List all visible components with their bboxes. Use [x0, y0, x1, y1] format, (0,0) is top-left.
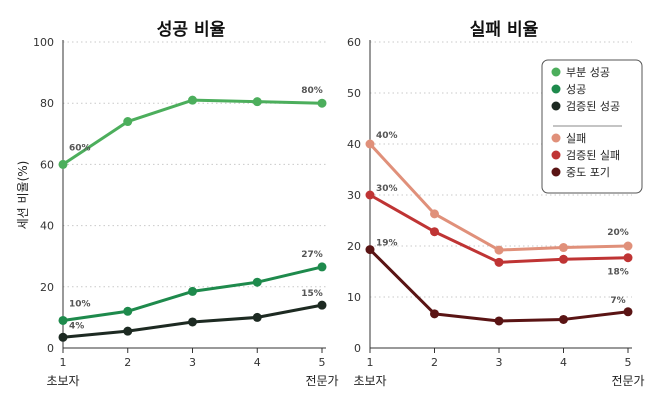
- data-label: 30%: [376, 184, 398, 194]
- left-x-end-label: 전문가: [305, 374, 338, 388]
- right-gridlines: [370, 41, 632, 298]
- x-tick-label: 4: [254, 356, 261, 369]
- data-label: 27%: [301, 250, 323, 260]
- success-chart-title: 성공 비율: [157, 20, 226, 40]
- data-point: [559, 254, 568, 264]
- data-point: [58, 315, 68, 325]
- right-axes: 0 10 20 30 40 50 60 1 2 3 4 5: [347, 36, 632, 369]
- failure-chart: 실패 비율 0 10 20 30 40 50 60 1 2 3 4 5 40% 20% 30% 18% 19%…: [347, 20, 645, 388]
- y-tick-label: 40: [40, 220, 54, 233]
- data-point: [317, 98, 327, 108]
- data-point: [365, 139, 375, 149]
- data-label: 10%: [69, 299, 91, 309]
- x-tick-label: 2: [124, 356, 131, 369]
- legend-label: 성공: [566, 83, 586, 96]
- data-point: [430, 227, 439, 237]
- y-tick-label: 20: [40, 281, 54, 294]
- y-tick-label: 40: [347, 138, 361, 151]
- y-tick-label: 20: [347, 240, 361, 253]
- legend-marker: [551, 150, 561, 160]
- data-point: [123, 326, 133, 336]
- x-tick-label: 5: [625, 356, 632, 369]
- left-plot-area: 60% 80% 10% 27% 4% 15%: [58, 86, 327, 342]
- y-tick-label: 60: [347, 36, 361, 49]
- y-tick-label: 0: [354, 342, 361, 355]
- data-point: [58, 332, 68, 342]
- data-point: [430, 309, 439, 319]
- data-point: [494, 257, 504, 267]
- right-plot-area: 40% 20% 30% 18% 19% 7%: [365, 131, 633, 326]
- legend-label: 검증된 성공: [566, 100, 620, 113]
- data-label: 15%: [301, 289, 323, 299]
- y-tick-label: 30: [347, 189, 361, 202]
- y-tick-label: 100: [33, 36, 54, 49]
- data-point: [494, 316, 504, 326]
- data-point: [365, 190, 375, 200]
- legend-label: 검증된 실패: [566, 149, 620, 162]
- data-label: 40%: [376, 131, 398, 141]
- data-point: [494, 245, 504, 255]
- data-point: [559, 314, 568, 324]
- data-point: [623, 307, 633, 317]
- legend-marker: [551, 167, 561, 177]
- data-label: 19%: [376, 239, 398, 249]
- data-point: [623, 241, 633, 251]
- y-tick-label: 50: [347, 87, 361, 100]
- x-tick-label: 1: [367, 356, 374, 369]
- left-axes: 0 20 40 60 80 100 1 2 3 4 5: [33, 36, 326, 369]
- data-point: [559, 243, 568, 253]
- data-point: [317, 262, 327, 272]
- legend-label: 중도 포기: [566, 166, 610, 179]
- data-point: [123, 306, 133, 316]
- data-point: [365, 245, 375, 255]
- legend-marker: [551, 101, 561, 111]
- right-x-end-label: 전문가: [611, 374, 644, 388]
- y-tick-label: 80: [40, 97, 54, 110]
- data-label: 80%: [301, 86, 323, 96]
- data-label: 4%: [69, 321, 84, 331]
- y-tick-label: 0: [47, 342, 54, 355]
- data-point: [58, 159, 68, 169]
- failure-chart-title: 실패 비율: [470, 20, 539, 40]
- x-tick-label: 2: [431, 356, 438, 369]
- data-point: [188, 286, 197, 296]
- x-tick-label: 1: [60, 356, 67, 369]
- legend-label: 부분 성공: [566, 66, 610, 79]
- right-x-start-label: 초보자: [353, 374, 386, 388]
- left-x-start-label: 초보자: [46, 374, 79, 388]
- x-tick-label: 5: [319, 356, 326, 369]
- data-point: [188, 95, 197, 105]
- data-point: [188, 317, 197, 327]
- data-point: [623, 253, 633, 263]
- x-tick-label: 3: [189, 356, 196, 369]
- data-point: [430, 209, 439, 219]
- data-label: 60%: [69, 143, 91, 153]
- success-chart: 성공 비율 세션 비율(%) 0 20 40 60 80 100 1 2 3 4 5 60% 80% 1…: [16, 20, 339, 388]
- data-label: 20%: [607, 228, 629, 238]
- x-tick-label: 4: [560, 356, 567, 369]
- data-label: 7%: [610, 296, 625, 306]
- legend-marker: [551, 84, 561, 94]
- data-label: 18%: [607, 268, 629, 278]
- data-point: [252, 312, 262, 322]
- y-tick-label: 60: [40, 158, 54, 171]
- data-point: [252, 97, 262, 107]
- left-gridlines: [63, 41, 326, 288]
- x-tick-label: 3: [496, 356, 503, 369]
- series-line: [62, 98, 323, 166]
- legend-marker: [551, 133, 561, 143]
- y-axis-label: 세션 비율(%): [16, 161, 30, 230]
- legend-label: 실패: [566, 132, 586, 145]
- y-tick-label: 10: [347, 291, 361, 304]
- data-point: [123, 117, 133, 127]
- legend-marker: [551, 67, 561, 77]
- data-point: [252, 277, 262, 287]
- data-point: [317, 300, 327, 310]
